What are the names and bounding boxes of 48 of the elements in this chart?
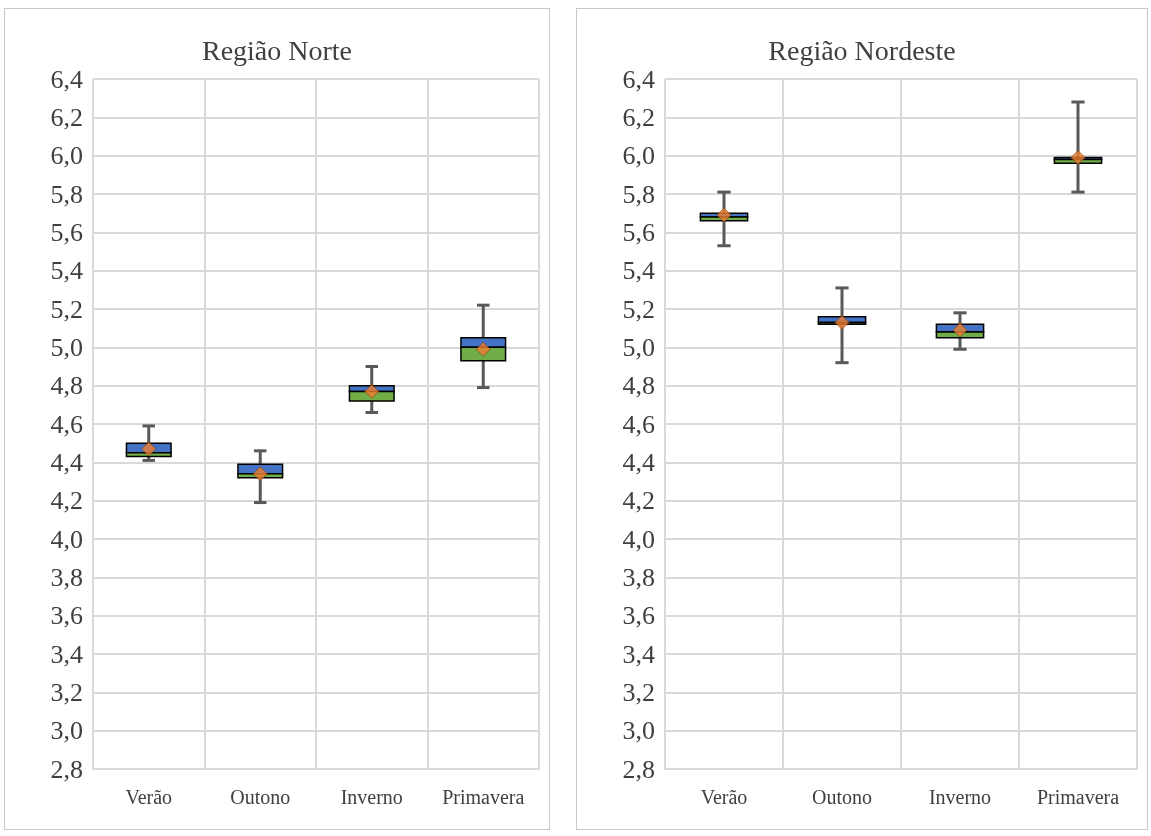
chart-title: Região Nordeste — [768, 34, 956, 66]
x-tick-label: Inverno — [340, 786, 403, 808]
x-tick-label: Inverno — [928, 786, 992, 808]
y-tick-label: 3,6 — [622, 601, 655, 631]
y-tick-label: 5,4 — [50, 256, 83, 286]
y-tick-label: 2,8 — [622, 754, 655, 784]
x-tick-label: Outono — [812, 786, 872, 808]
y-tick-label: 3,8 — [50, 562, 83, 592]
y-tick-label: 6,0 — [50, 141, 83, 171]
y-tick-label: 4,0 — [50, 524, 83, 554]
y-tick-label: 6,0 — [622, 141, 655, 171]
y-tick-label: 4,6 — [622, 409, 655, 439]
y-tick-label: 5,2 — [622, 294, 655, 324]
y-tick-label: 6,4 — [622, 64, 655, 94]
y-tick-label: 4,2 — [50, 486, 83, 516]
y-tick-label: 3,2 — [50, 677, 83, 707]
y-tick-label: 6,2 — [622, 102, 655, 132]
y-tick-label: 2,8 — [50, 754, 83, 784]
y-tick-label: 3,6 — [50, 601, 83, 631]
y-tick-label: 3,2 — [622, 677, 655, 707]
y-tick-label: 4,8 — [50, 371, 83, 401]
y-tick-label: 6,4 — [50, 64, 83, 94]
x-tick-label: Verão — [125, 786, 173, 808]
y-tick-label: 5,4 — [622, 256, 655, 286]
x-tick-label: Primavera — [442, 786, 525, 808]
y-tick-label: 5,6 — [50, 217, 83, 247]
y-tick-label: 4,2 — [622, 486, 655, 516]
y-tick-label: 5,6 — [622, 217, 655, 247]
x-tick-label: Verão — [700, 786, 748, 808]
y-tick-label: 5,8 — [50, 179, 83, 209]
chart-title: Região Norte — [201, 34, 353, 66]
y-tick-label: 5,8 — [622, 179, 655, 209]
y-tick-label: 4,8 — [622, 371, 655, 401]
y-tick-label: 3,0 — [50, 716, 83, 746]
y-tick-label: 3,0 — [622, 716, 655, 746]
y-tick-label: 4,4 — [622, 447, 655, 477]
y-tick-label: 4,6 — [50, 409, 83, 439]
y-tick-label: 4,0 — [622, 524, 655, 554]
y-tick-label: 5,0 — [622, 332, 655, 362]
x-tick-label: Outono — [230, 786, 291, 808]
y-tick-label: 6,2 — [50, 102, 83, 132]
y-tick-label: 3,4 — [622, 639, 655, 669]
y-tick-label: 3,8 — [622, 562, 655, 592]
y-tick-label: 4,4 — [50, 447, 83, 477]
x-tick-label: Primavera — [1036, 786, 1120, 808]
y-tick-label: 3,4 — [50, 639, 83, 669]
y-tick-label: 5,0 — [50, 332, 83, 362]
y-tick-label: 5,2 — [50, 294, 83, 324]
